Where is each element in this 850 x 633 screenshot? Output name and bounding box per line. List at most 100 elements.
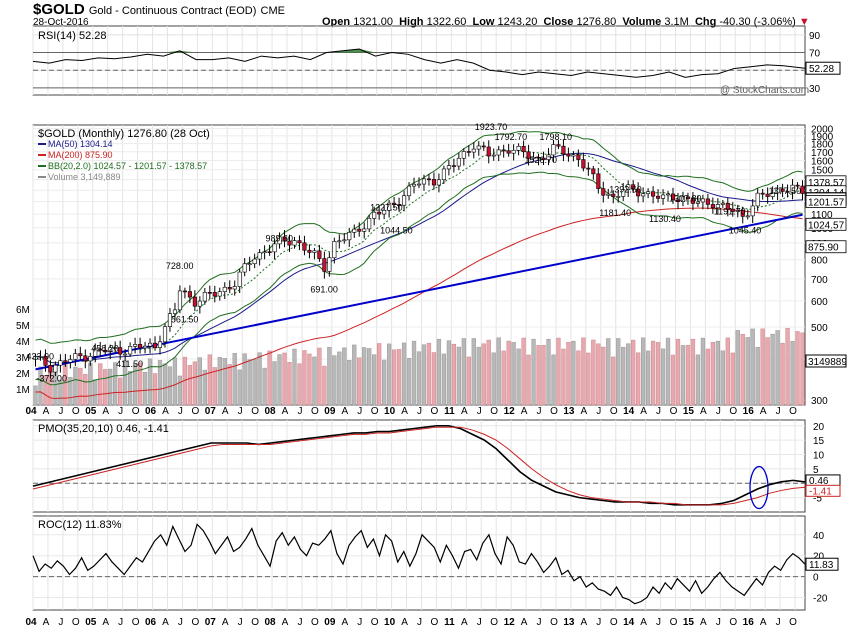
x-tick-label: J bbox=[417, 406, 422, 417]
volume-bar bbox=[202, 369, 207, 406]
volume-bar bbox=[735, 330, 740, 406]
x-tick-label: A bbox=[162, 406, 169, 417]
candle-body bbox=[665, 193, 671, 196]
x-tick-label: 14 bbox=[623, 406, 635, 417]
volume-bar bbox=[327, 347, 332, 406]
volume-bar bbox=[506, 340, 511, 406]
volume-bar bbox=[795, 331, 800, 406]
candle bbox=[586, 162, 591, 176]
candle-body bbox=[48, 365, 53, 373]
stockcharts-watermark: @ StockCharts.com bbox=[720, 85, 810, 96]
candle-body bbox=[496, 149, 501, 156]
pmo-y-tick: 20 bbox=[813, 422, 825, 433]
candle-body bbox=[138, 344, 143, 349]
volume-bar bbox=[88, 362, 93, 406]
volume-bar bbox=[476, 346, 481, 406]
exchange-label: CME bbox=[260, 5, 285, 17]
candle bbox=[770, 186, 775, 200]
volume-bar bbox=[536, 345, 541, 406]
x-tick-label: J bbox=[776, 406, 781, 417]
candle bbox=[576, 149, 581, 167]
candle-body bbox=[297, 240, 302, 244]
volume-bar bbox=[755, 347, 760, 406]
volume-bar bbox=[556, 337, 561, 406]
candle-body bbox=[277, 236, 282, 245]
candle bbox=[402, 190, 407, 212]
volume-bar bbox=[367, 348, 372, 406]
x-tick-label: J bbox=[118, 406, 123, 417]
candle-body bbox=[621, 189, 626, 197]
volume-bar bbox=[496, 337, 501, 406]
close-value: 1276.80 bbox=[576, 16, 617, 28]
candle bbox=[740, 207, 745, 224]
volume-bar bbox=[511, 342, 516, 406]
candle-body bbox=[690, 198, 695, 204]
x-tick-label: A bbox=[43, 406, 50, 417]
volume-bar bbox=[337, 351, 342, 406]
volume-bar bbox=[272, 361, 277, 406]
price-annotation: 1923.70 bbox=[475, 122, 508, 132]
pmo-y-tick: 5 bbox=[813, 465, 819, 476]
x-tick-label: O bbox=[251, 406, 259, 417]
volume-y-tick: 3M bbox=[16, 353, 30, 364]
candle-body bbox=[322, 258, 327, 272]
candle-body bbox=[317, 250, 322, 259]
x-tick-label-bottom: O bbox=[550, 617, 558, 628]
candle-body bbox=[441, 168, 446, 181]
pmo-highlight-ellipse bbox=[749, 465, 769, 510]
candle-body bbox=[486, 146, 491, 157]
volume-bar bbox=[352, 344, 357, 406]
candle-body bbox=[511, 149, 516, 154]
pmo-signal-box bbox=[805, 484, 841, 497]
candle bbox=[606, 188, 611, 199]
volume-bar bbox=[73, 366, 78, 406]
x-tick-label-bottom: A bbox=[521, 617, 528, 628]
price-annotation: 1377.50 bbox=[769, 186, 802, 196]
candle-body bbox=[98, 348, 103, 351]
candle bbox=[307, 244, 312, 259]
volume-bar bbox=[247, 359, 252, 406]
volume-bar bbox=[406, 358, 412, 406]
candle-body bbox=[217, 291, 222, 297]
candle-body bbox=[426, 178, 432, 181]
rsi-line bbox=[32, 48, 806, 78]
x-tick-label-bottom: 16 bbox=[743, 617, 755, 628]
x-tick-label: O bbox=[72, 406, 80, 417]
candle bbox=[38, 350, 43, 361]
rsi-last-value: 52.28 bbox=[809, 64, 834, 75]
x-tick-label-bottom: 11 bbox=[444, 617, 455, 628]
x-tick-label: O bbox=[789, 406, 797, 417]
candle-body bbox=[272, 243, 277, 253]
candle bbox=[68, 354, 73, 369]
volume-bar bbox=[725, 337, 730, 406]
x-tick-label-bottom: O bbox=[729, 617, 737, 628]
candle bbox=[48, 360, 53, 379]
candle-body bbox=[242, 263, 247, 273]
volume-bar bbox=[670, 354, 676, 406]
candle-body bbox=[755, 192, 760, 207]
candle bbox=[367, 214, 372, 233]
candle-body bbox=[143, 345, 148, 349]
x-tick-label: J bbox=[178, 406, 183, 417]
volume-bar bbox=[132, 364, 138, 406]
price-annotation: 1181.40 bbox=[599, 208, 631, 218]
volume-bar bbox=[780, 342, 785, 406]
candle bbox=[795, 182, 800, 190]
candle-body bbox=[626, 184, 631, 191]
candle-body bbox=[571, 154, 576, 157]
ma50-line bbox=[35, 152, 803, 364]
x-tick-label-bottom: A bbox=[760, 617, 767, 628]
volume-bar bbox=[596, 343, 601, 406]
x-tick-label-bottom: 09 bbox=[324, 617, 336, 628]
volume-last-box bbox=[805, 354, 847, 368]
candle bbox=[536, 153, 541, 166]
candle bbox=[227, 280, 232, 294]
candle bbox=[411, 177, 417, 194]
x-tick-label: A bbox=[700, 406, 707, 417]
candle-body bbox=[680, 196, 686, 202]
x-tick-label-bottom: A bbox=[282, 617, 289, 628]
volume-value: 3.1M bbox=[664, 16, 689, 28]
candle-body bbox=[695, 201, 700, 204]
candle bbox=[277, 232, 282, 249]
candle bbox=[446, 159, 451, 176]
